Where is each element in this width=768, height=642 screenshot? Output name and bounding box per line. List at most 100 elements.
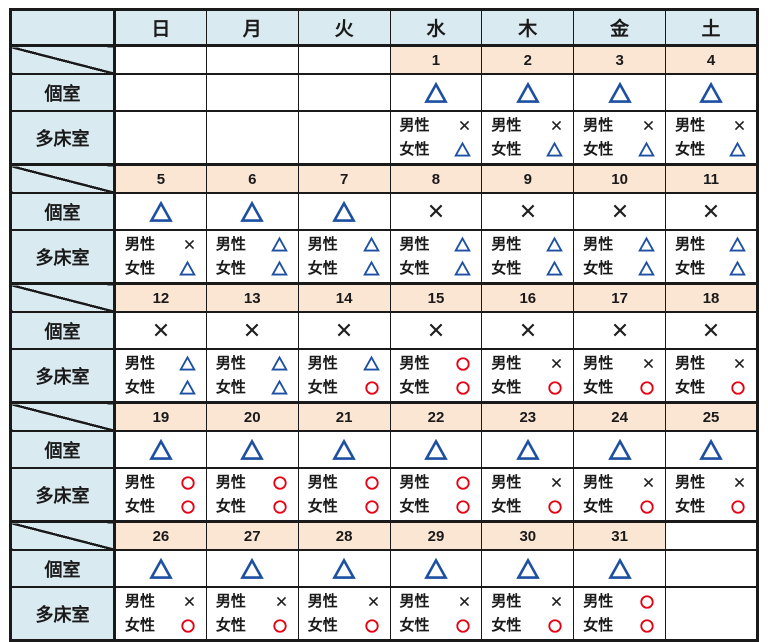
triangle-symbol xyxy=(546,236,564,252)
male-label: 男性 xyxy=(399,354,430,372)
male-availability-row: 男性 xyxy=(125,472,196,494)
triangle-symbol xyxy=(270,260,288,276)
male-availability-row: 男性 xyxy=(491,591,563,613)
shared-room-label: 多床室 xyxy=(10,586,116,641)
triangle-symbol xyxy=(332,438,356,460)
private-room-label: 個室 xyxy=(10,73,116,112)
triangle-symbol xyxy=(699,81,723,103)
male-label: 男性 xyxy=(125,473,156,491)
male-availability-row: 男性 xyxy=(583,234,655,256)
cross-symbol xyxy=(521,323,535,337)
shared-room-availability-cell: 男性 女性 xyxy=(389,348,483,403)
week-5-date-row: 26 27 28 29 30 31 xyxy=(10,520,758,551)
circle-symbol xyxy=(181,475,195,490)
week-5-private-room-row: 個室 xyxy=(10,549,758,588)
week-2-date-row: 5 6 7 8 9 10 11 xyxy=(10,163,758,194)
week-1-corner-cell xyxy=(10,44,116,75)
triangle-symbol xyxy=(638,236,655,252)
circle-symbol xyxy=(731,499,745,514)
shared-room-availability-cell xyxy=(297,110,391,165)
circle-symbol xyxy=(273,475,287,490)
triangle-symbol xyxy=(332,557,356,579)
male-label: 男性 xyxy=(307,592,338,610)
private-room-availability-cell xyxy=(389,73,483,112)
private-room-availability-cell xyxy=(114,311,207,350)
shared-room-availability-cell: 男性 女性 xyxy=(573,467,667,522)
cross-symbol xyxy=(460,596,470,607)
male-availability-row: 男性 xyxy=(308,472,380,494)
private-room-availability-cell xyxy=(665,430,758,469)
private-room-label: 個室 xyxy=(10,549,116,588)
weekday-header-row: 日 月 火 水 木 金 土 xyxy=(10,9,758,47)
corner-cell xyxy=(10,9,116,47)
shared-room-availability-cell xyxy=(665,586,758,641)
circle-symbol xyxy=(548,618,562,633)
private-room-availability-cell xyxy=(297,549,391,588)
date-cell: 29 xyxy=(389,520,483,551)
triangle-symbol xyxy=(607,438,632,460)
triangle-symbol xyxy=(424,557,448,579)
male-label: 男性 xyxy=(399,235,430,253)
shared-room-availability-cell: 男性 女性 xyxy=(665,229,758,284)
female-label: 女性 xyxy=(583,378,614,396)
female-label: 女性 xyxy=(125,378,156,396)
male-label: 男性 xyxy=(215,235,246,253)
triangle-symbol xyxy=(515,557,540,579)
triangle-symbol xyxy=(515,438,540,460)
triangle-symbol xyxy=(362,355,380,371)
cross-symbol xyxy=(734,120,745,131)
shared-room-label: 多床室 xyxy=(10,110,116,165)
triangle-symbol xyxy=(454,141,472,157)
private-room-availability-cell xyxy=(389,192,483,231)
male-availability-row: 男性 xyxy=(491,472,563,494)
circle-symbol xyxy=(456,618,471,633)
shared-room-availability-cell: 男性 女性 xyxy=(114,348,207,403)
female-availability-row: 女性 xyxy=(583,377,655,399)
empty-date-cell xyxy=(297,44,391,75)
shared-room-availability-cell: 男性 女性 xyxy=(481,348,575,403)
date-cell: 17 xyxy=(573,282,667,313)
triangle-symbol xyxy=(362,236,380,252)
female-label: 女性 xyxy=(399,259,430,277)
shared-room-availability-cell: 男性 女性 xyxy=(297,467,391,522)
week-2-shared-room-row: 多床室 男性 女性 男性 女性 男性 女性 男性 女性 男性 女性 男性 女性 男性 女性 xyxy=(10,229,758,284)
male-availability-row: 男性 xyxy=(675,115,746,137)
male-availability-row: 男性 xyxy=(308,234,380,256)
cross-symbol xyxy=(184,596,194,607)
day-header-tue: 火 xyxy=(297,9,391,47)
female-availability-row: 女性 xyxy=(400,258,472,280)
male-label: 男性 xyxy=(399,116,430,134)
circle-symbol xyxy=(273,499,287,514)
female-label: 女性 xyxy=(675,497,706,515)
triangle-symbol xyxy=(270,236,288,252)
private-room-availability-cell xyxy=(114,549,207,588)
female-label: 女性 xyxy=(399,140,430,158)
triangle-symbol xyxy=(638,260,655,276)
shared-room-label: 多床室 xyxy=(10,467,116,522)
triangle-symbol xyxy=(699,438,723,460)
male-label: 男性 xyxy=(307,235,338,253)
female-label: 女性 xyxy=(215,616,246,634)
female-availability-row: 女性 xyxy=(216,496,288,518)
private-room-availability-cell xyxy=(665,311,758,350)
shared-room-availability-cell: 男性 女性 xyxy=(573,586,667,641)
date-cell: 8 xyxy=(389,163,483,194)
shared-room-availability-cell: 男性 女性 xyxy=(481,110,575,165)
male-label: 男性 xyxy=(675,354,706,372)
circle-symbol xyxy=(456,356,471,371)
day-header-sat: 土 xyxy=(665,9,758,47)
week-4-date-row: 19 20 21 22 23 24 25 xyxy=(10,401,758,432)
male-availability-row: 男性 xyxy=(400,353,472,375)
male-availability-row: 男性 xyxy=(583,353,655,375)
week-2-private-room-row: 個室 xyxy=(10,192,758,231)
date-cell: 11 xyxy=(665,163,758,194)
date-cell: 13 xyxy=(205,282,299,313)
cross-symbol xyxy=(704,204,718,218)
date-cell: 26 xyxy=(114,520,207,551)
female-availability-row: 女性 xyxy=(308,377,380,399)
female-availability-row: 女性 xyxy=(583,615,655,637)
circle-symbol xyxy=(456,475,471,490)
private-room-availability-cell xyxy=(665,549,758,588)
male-availability-row: 男性 xyxy=(400,115,472,137)
date-cell: 10 xyxy=(573,163,667,194)
